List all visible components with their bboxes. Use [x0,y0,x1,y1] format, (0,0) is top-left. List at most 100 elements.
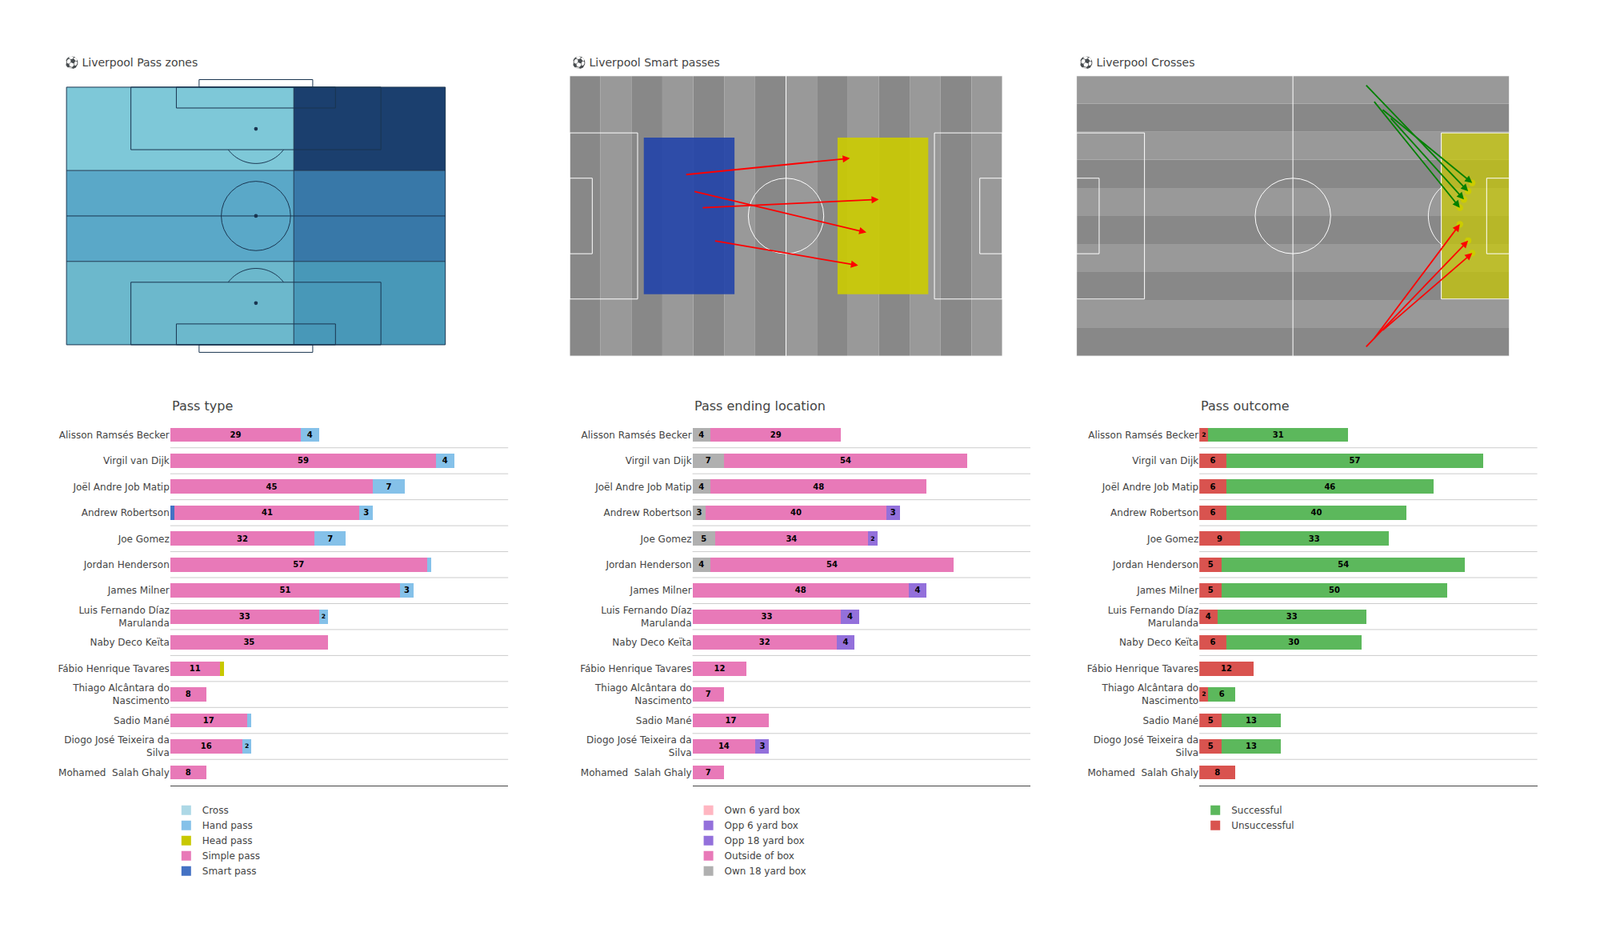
svg-text:Andrew Robertson: Andrew Robertson [1110,507,1199,519]
svg-text:James Milner: James Milner [629,584,692,596]
svg-text:5: 5 [1208,585,1214,595]
svg-text:2: 2 [321,612,326,620]
svg-text:Alisson Ramsés Becker: Alisson Ramsés Becker [581,429,692,441]
svg-text:32: 32 [236,534,248,544]
svg-text:6: 6 [1209,456,1216,465]
svg-text:7: 7 [327,534,333,544]
svg-text:Own 18 yard box: Own 18 yard box [724,865,807,877]
svg-text:Mohamed Salah Ghaly: Mohamed Salah Ghaly [580,767,692,779]
svg-text:51: 51 [279,585,291,595]
svg-text:Unsuccessful: Unsuccessful [1231,820,1295,832]
svg-text:7: 7 [705,768,712,777]
svg-text:8: 8 [1214,768,1220,777]
svg-text:Pass type: Pass type [172,398,233,414]
svg-text:31: 31 [1272,430,1284,440]
svg-text:41: 41 [261,508,273,517]
svg-text:3: 3 [759,741,765,751]
svg-text:Cross: Cross [202,804,229,816]
svg-text:6: 6 [1209,482,1216,492]
svg-text:2: 2 [244,742,249,750]
svg-text:Successful: Successful [1231,804,1282,816]
svg-text:3: 3 [696,508,703,517]
svg-text:29: 29 [229,430,241,440]
svg-text:29: 29 [770,430,782,440]
svg-text:James Milner: James Milner [107,584,170,596]
svg-text:Joël Andre Job Matip: Joël Andre Job Matip [594,481,692,493]
svg-text:4: 4 [847,612,853,621]
svg-text:6: 6 [1209,637,1216,647]
svg-text:Alisson Ramsés Becker: Alisson Ramsés Becker [1088,429,1199,441]
svg-text:17: 17 [203,716,215,725]
svg-text:7: 7 [705,456,712,465]
svg-text:33: 33 [1308,534,1320,544]
svg-text:⚽ Liverpool Crosses: ⚽ Liverpool Crosses [1078,56,1195,70]
svg-text:Own 6 yard box: Own 6 yard box [724,804,800,816]
svg-text:Diogo José Teixeira daSilva: Diogo José Teixeira daSilva [64,734,170,759]
svg-text:Luis Fernando DíazMarulanda: Luis Fernando DíazMarulanda [600,604,692,629]
svg-text:48: 48 [812,482,824,492]
svg-text:48: 48 [795,585,807,595]
svg-text:13: 13 [1245,716,1257,725]
svg-text:Thiago Alcântara doNascimento: Thiago Alcântara doNascimento [1101,682,1200,707]
svg-text:7: 7 [385,482,392,492]
svg-text:2: 2 [870,535,875,543]
svg-text:Thiago Alcântara doNascimento: Thiago Alcântara doNascimento [594,682,692,707]
svg-text:4: 4 [442,456,448,465]
svg-text:16: 16 [200,741,212,751]
svg-text:Sadio Mané: Sadio Mané [113,715,170,727]
svg-text:9: 9 [1216,534,1223,544]
svg-text:4: 4 [1205,612,1212,621]
svg-text:13: 13 [1245,741,1257,751]
svg-text:54: 54 [840,456,852,465]
svg-text:Smart pass: Smart pass [202,865,257,877]
svg-text:Jordan Henderson: Jordan Henderson [83,559,170,571]
svg-text:5: 5 [1208,716,1214,725]
svg-text:Diogo José Teixeira daSilva: Diogo José Teixeira daSilva [586,734,692,759]
svg-text:59: 59 [297,456,309,465]
svg-text:33: 33 [761,612,773,621]
svg-text:James Milner: James Milner [1136,584,1199,596]
svg-text:Outside of box: Outside of box [724,850,795,862]
svg-text:2: 2 [1201,431,1206,439]
svg-text:Thiago Alcântara doNascimento: Thiago Alcântara doNascimento [72,682,170,707]
svg-text:Pass ending location: Pass ending location [694,398,826,414]
svg-text:4: 4 [842,637,848,647]
svg-text:Sadio Mané: Sadio Mané [1142,715,1199,727]
svg-text:Diogo José Teixeira daSilva: Diogo José Teixeira daSilva [1093,734,1200,759]
svg-text:Virgil van Dijk: Virgil van Dijk [103,455,170,467]
svg-text:Head pass: Head pass [202,835,253,847]
svg-text:Joël Andre Job Matip: Joël Andre Job Matip [1101,481,1199,493]
svg-text:Pass outcome: Pass outcome [1200,398,1290,414]
svg-text:6: 6 [1219,689,1225,699]
svg-text:Joe Gomez: Joe Gomez [1146,533,1199,545]
svg-text:33: 33 [239,612,251,621]
svg-text:8: 8 [185,689,192,699]
svg-text:54: 54 [826,560,838,569]
svg-text:Naby Deco Keïta: Naby Deco Keïta [90,636,170,648]
svg-text:46: 46 [1324,482,1336,492]
svg-text:5: 5 [1208,560,1214,569]
svg-text:Luis Fernando DíazMarulanda: Luis Fernando DíazMarulanda [1108,604,1199,629]
svg-text:⚽ Liverpool Smart passes: ⚽ Liverpool Smart passes [571,56,720,70]
svg-text:6: 6 [1209,508,1216,517]
svg-text:54: 54 [1337,560,1349,569]
svg-text:40: 40 [1310,508,1322,517]
svg-text:Naby Deco Keïta: Naby Deco Keïta [1119,636,1199,648]
svg-text:Fábio Henrique Tavares: Fábio Henrique Tavares [57,663,169,675]
svg-text:Opp 18 yard box: Opp 18 yard box [724,835,805,847]
svg-text:Alisson Ramsés Becker: Alisson Ramsés Becker [59,429,170,441]
svg-text:4: 4 [915,585,921,595]
svg-text:8: 8 [185,768,192,777]
svg-text:Fábio Henrique Tavares: Fábio Henrique Tavares [1087,663,1199,675]
svg-text:17: 17 [724,716,736,725]
svg-text:4: 4 [698,482,704,492]
svg-text:Joe Gomez: Joe Gomez [117,533,170,545]
svg-text:Virgil van Dijk: Virgil van Dijk [1132,455,1199,467]
svg-text:4: 4 [698,560,704,569]
svg-text:3: 3 [404,585,410,595]
svg-text:Naby Deco Keïta: Naby Deco Keïta [612,636,692,648]
svg-text:57: 57 [292,560,304,569]
svg-text:Virgil van Dijk: Virgil van Dijk [625,455,692,467]
svg-text:2: 2 [1201,690,1206,698]
svg-text:Hand pass: Hand pass [202,820,253,832]
